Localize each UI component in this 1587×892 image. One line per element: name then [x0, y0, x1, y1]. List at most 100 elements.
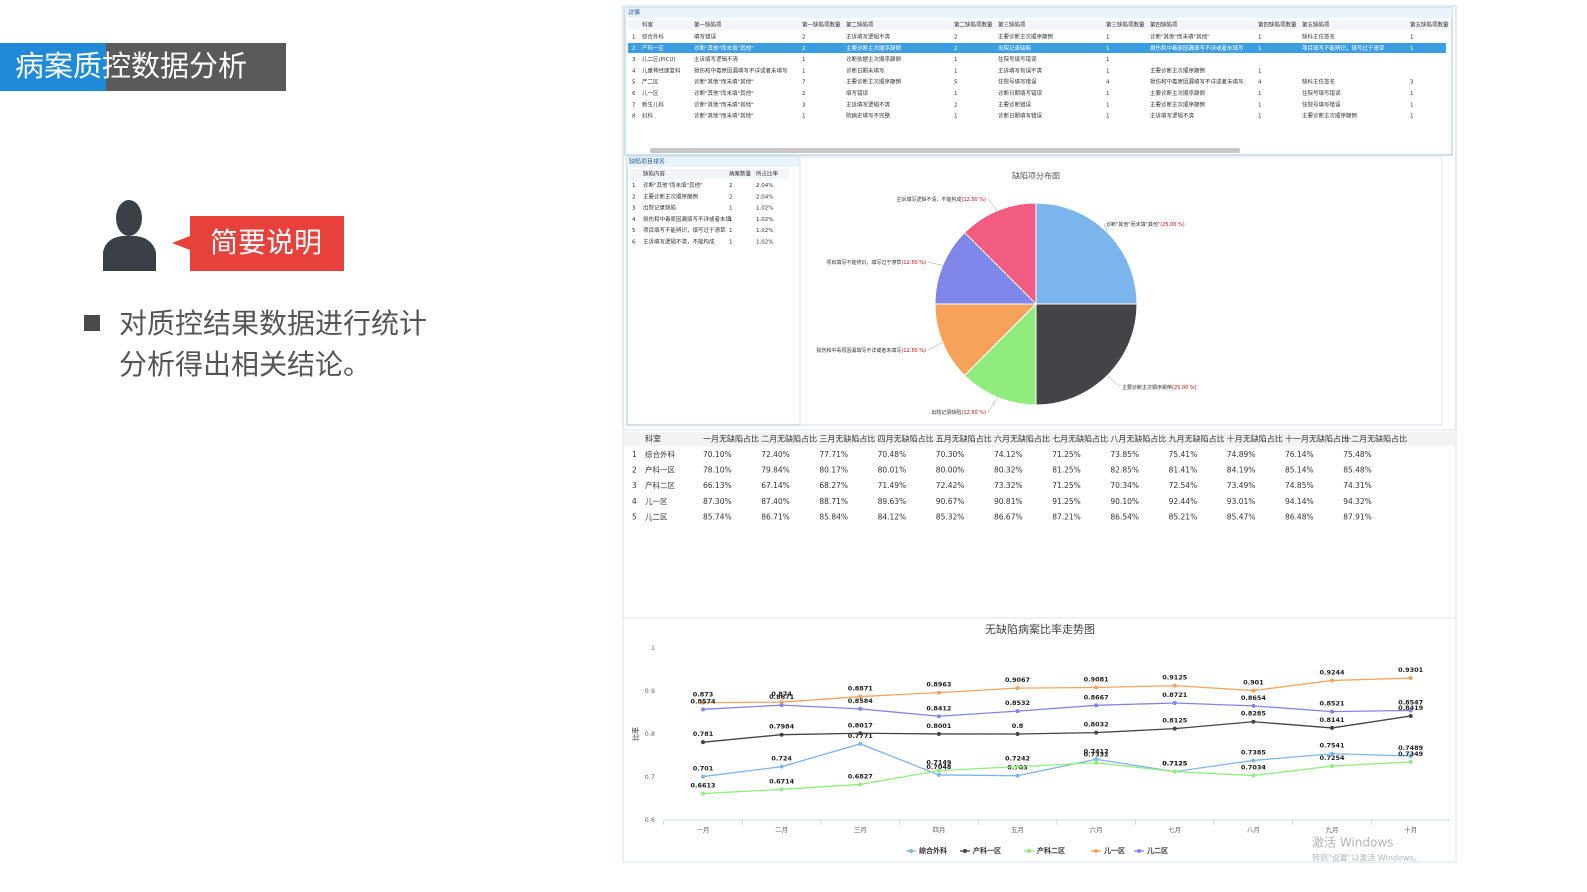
y-tick-label: 0.8 — [645, 730, 655, 738]
data-label: 0.7048 — [926, 763, 952, 771]
ratio-cell: 68.27% — [819, 481, 848, 490]
ratio-cell: 85.84% — [819, 512, 848, 521]
rank-cell: 1.02% — [756, 228, 773, 234]
x-tick-label: 八月 — [1247, 826, 1260, 834]
detail-cell: 妇科 — [642, 112, 654, 120]
data-point — [779, 703, 784, 708]
data-point — [701, 791, 706, 796]
ratio-cell: 80.01% — [878, 466, 907, 475]
leader-line — [987, 397, 998, 413]
ratio-cell: 75.48% — [1343, 450, 1372, 459]
detail-cell: 住院号填写错误 — [998, 78, 1037, 86]
rank-header-row — [629, 169, 789, 179]
ratio-cell: 4 — [632, 497, 637, 506]
ratio-header-cell: 二月无缺陷占比 — [761, 434, 817, 444]
ratio-cell: 儿一区 — [645, 497, 668, 506]
detail-cell: 1 — [954, 57, 958, 63]
data-point — [936, 714, 941, 719]
ratio-cell: 71.25% — [1052, 450, 1081, 459]
data-point — [1408, 713, 1413, 718]
detail-cell: 主要诊断主次顺序颠倒 — [1150, 89, 1206, 97]
pie-label-value: (12.50 %) — [901, 348, 926, 354]
rank-header-cell: 所占比率 — [756, 170, 779, 178]
detail-cell: 1 — [954, 114, 958, 120]
data-label: 0.8419 — [1398, 704, 1424, 712]
detail-cell: 2 — [802, 91, 806, 97]
pie-label-value: (12.50 %) — [901, 260, 926, 266]
data-label: 0.873 — [693, 691, 714, 699]
data-point — [1015, 764, 1020, 769]
rank-cell: 主要诊断主次顺序颠倒 — [643, 192, 699, 200]
detail-cell: 1 — [632, 35, 636, 41]
ratio-cell: 80.32% — [994, 466, 1023, 475]
detail-cell: 5 — [954, 80, 958, 86]
detail-cell: 住院号填写错误 — [1302, 100, 1341, 108]
data-label: 0.7541 — [1320, 742, 1346, 750]
ratio-cell: 产科一区 — [645, 465, 675, 475]
detail-cell: 诊断日期填写错误 — [998, 112, 1043, 120]
ratio-cell: 85.48% — [1343, 466, 1372, 475]
detail-cell: 儿童神经康复科 — [642, 66, 681, 74]
rank-cell: 1 — [729, 228, 733, 234]
person-icon — [103, 200, 156, 271]
data-point — [701, 707, 706, 712]
ratio-cell: 5 — [632, 512, 637, 521]
x-tick-label: 一月 — [697, 826, 710, 834]
ratio-cell: 71.25% — [1052, 481, 1081, 490]
data-label: 0.9244 — [1320, 669, 1346, 677]
data-point — [1094, 685, 1099, 690]
detail-cell: 1 — [1106, 57, 1110, 63]
ratio-header-cell: 七月无缺陷占比 — [1052, 434, 1108, 444]
detail-cell: 产二区 — [642, 78, 659, 86]
ratio-cell: 3 — [632, 481, 637, 490]
pie-label-name: 损伤和中毒原因漏填写不详或者未填写 — [816, 347, 901, 354]
data-point — [858, 694, 863, 699]
detail-cell: 1 — [1106, 114, 1110, 120]
pie-label: 诊断"其他"而未填"其他"(25.00 %) — [1106, 221, 1185, 228]
data-label: 0.9067 — [1005, 676, 1030, 684]
ratio-cell: 84.19% — [1227, 466, 1256, 475]
data-point — [858, 782, 863, 787]
ratio-cell: 79.84% — [761, 466, 790, 475]
data-point — [779, 787, 784, 792]
ratio-cell: 66.13% — [703, 481, 732, 490]
ratio-cell: 81.25% — [1052, 466, 1081, 475]
ratio-cell: 90.81% — [994, 497, 1023, 506]
chart-title: 缺陷项分布图 — [1012, 171, 1060, 181]
legend-marker — [1137, 849, 1141, 853]
data-point — [1015, 732, 1020, 736]
rank-cell: 诊断"其他"而未填"其他" — [643, 181, 703, 189]
detail-cell: 诊断"其他"而未填"其他" — [694, 44, 754, 52]
detail-cell: 院病史填写不完整 — [846, 112, 891, 120]
pie-label-value: (25.00 %) — [1172, 385, 1197, 391]
detail-cell: 诊断"其他"而未填"其他" — [694, 78, 754, 86]
detail-cell: 损伤和中毒原因漏填写不详或者未填写 — [1150, 44, 1244, 52]
detail-cell: 5 — [632, 80, 636, 86]
ratio-cell: 93.01% — [1227, 497, 1256, 506]
data-label: 0.9081 — [1084, 676, 1110, 684]
detail-cell: 7 — [802, 80, 806, 86]
data-label: 0.7125 — [1162, 760, 1188, 768]
detail-cell: 8 — [632, 114, 636, 120]
ratio-cell: 85.14% — [1285, 466, 1314, 475]
ratio-cell: 94.32% — [1343, 497, 1372, 506]
detail-cell: 主要诊断主次顺序颠倒 — [1150, 100, 1206, 108]
detail-cell: 2 — [954, 102, 958, 108]
title-bar — [106, 43, 286, 91]
detail-cell: 1 — [1106, 46, 1110, 52]
rank-cell: 1 — [729, 240, 733, 246]
data-point — [1094, 703, 1099, 708]
detail-cell: 4 — [632, 68, 636, 74]
detail-cell: 3 — [1410, 80, 1414, 86]
detail-cell: 4 — [1258, 80, 1262, 86]
ratio-cell: 90.67% — [936, 497, 965, 506]
data-label: 0.8667 — [1084, 693, 1109, 701]
data-label: 0.8412 — [926, 704, 951, 712]
pie-slice — [1035, 303, 1138, 406]
data-point — [1251, 758, 1256, 763]
data-label: 0.7984 — [769, 723, 795, 731]
legend-marker — [1027, 849, 1031, 853]
ratio-cell: 85.32% — [936, 512, 965, 521]
pie-label-value: (12.50 %) — [961, 410, 986, 416]
